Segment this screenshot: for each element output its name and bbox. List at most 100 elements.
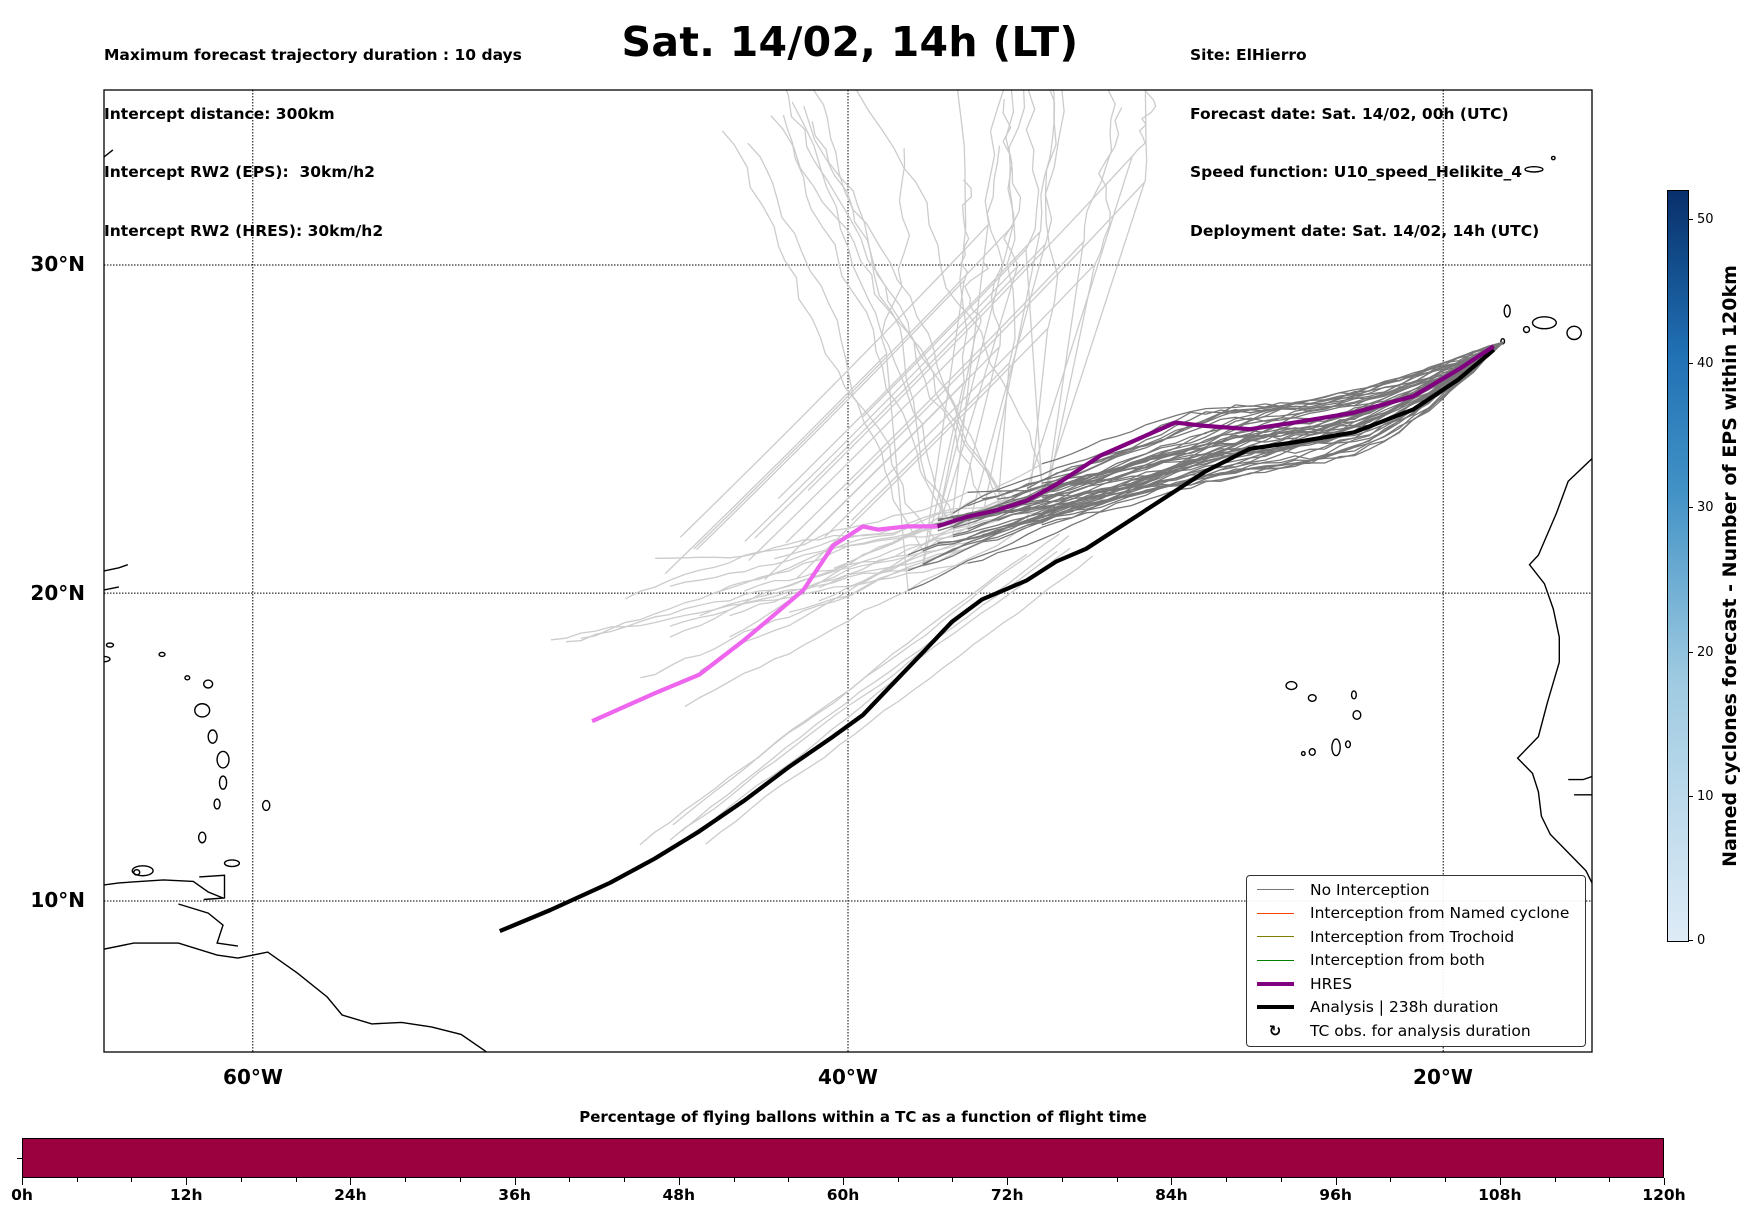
timeline-minor-tick bbox=[295, 1178, 297, 1182]
timeline-tick-label: 108h bbox=[1478, 1186, 1522, 1204]
eps-trajectory-far bbox=[824, 107, 1123, 538]
island-outline bbox=[207, 729, 218, 744]
island-outline bbox=[223, 859, 241, 868]
eps-trajectory-far bbox=[625, 491, 968, 600]
timeline-minor-tick bbox=[624, 1178, 626, 1182]
eps-trajectory-far bbox=[640, 534, 983, 679]
timeline-tick-label: 72h bbox=[990, 1186, 1024, 1204]
timeline-major-tick bbox=[1664, 1178, 1665, 1185]
eps-trajectory-far bbox=[550, 569, 909, 641]
deployment-date-text: Deployment date: Sat. 14/02, 14h (UTC) bbox=[1190, 221, 1540, 240]
hres-early-track bbox=[591, 524, 938, 724]
timeline-minor-tick bbox=[76, 1178, 78, 1182]
timeline-major-tick bbox=[186, 1178, 188, 1185]
timeline-tick-label: 36h bbox=[498, 1186, 531, 1204]
eps-trajectory-far bbox=[580, 505, 968, 640]
timeline-tick-label: 0h bbox=[11, 1186, 33, 1204]
colorbar-tick bbox=[1688, 218, 1693, 220]
coastlines bbox=[104, 149, 1631, 1052]
timeline-major-tick bbox=[1171, 1178, 1173, 1185]
timeline-major-tick bbox=[514, 1178, 516, 1185]
eps-trajectory-far bbox=[807, 90, 1157, 491]
eps-trajectories-far bbox=[550, 90, 1157, 846]
eps-trajectory-near bbox=[937, 341, 1504, 520]
max-duration-text: Maximum forecast trajectory duration : 1… bbox=[104, 46, 522, 64]
eps-trajectory-near bbox=[967, 341, 1504, 522]
legend-item-tc-obs: ↻ TC obs. for analysis duration bbox=[1268, 1021, 1531, 1040]
timeline-major-tick bbox=[678, 1178, 680, 1185]
eps-trajectory-far bbox=[812, 90, 998, 500]
eps-trajectory-far bbox=[851, 90, 1016, 521]
eps-trajectory-far bbox=[811, 121, 954, 528]
eps-trajectory-far bbox=[682, 547, 1071, 841]
timeline-bar-fill bbox=[23, 1139, 1663, 1177]
timeline-minor-tick bbox=[1445, 1178, 1447, 1182]
main-title: Sat. 14/02, 14h (LT) bbox=[621, 18, 1079, 66]
island-outline bbox=[1500, 337, 1506, 345]
timeline-minor-tick bbox=[131, 1178, 133, 1182]
timeline-major-tick bbox=[22, 1178, 23, 1185]
timeline-minor-tick bbox=[240, 1178, 242, 1182]
header-right-info: Site: ElHierro Forecast date: Sat. 14/02… bbox=[1190, 7, 1539, 261]
island-outline bbox=[261, 799, 271, 812]
island-outline bbox=[213, 798, 221, 810]
colorbar-tick-label: 10 bbox=[1697, 788, 1714, 804]
island-outline bbox=[131, 865, 154, 877]
island-outline bbox=[1524, 166, 1544, 173]
header-left-info: Maximum forecast trajectory duration : 1… bbox=[104, 7, 522, 261]
forecast-date-text: Forecast date: Sat. 14/02, 00h (UTC) bbox=[1190, 104, 1509, 123]
eps-trajectory-far bbox=[785, 90, 1116, 544]
eps-trajectory-far bbox=[565, 536, 953, 643]
timeline-tick-label: 120h bbox=[1642, 1186, 1686, 1204]
hurricane-symbol-icon: ↻ bbox=[1268, 1021, 1282, 1040]
eps-trajectory-far bbox=[785, 90, 984, 500]
lon-label-40w: 40°W bbox=[818, 1065, 878, 1089]
coastline bbox=[199, 874, 226, 901]
timeline-minor-tick bbox=[405, 1178, 407, 1182]
timeline-tick-label: 96h bbox=[1319, 1186, 1352, 1204]
site-text: Site: ElHierro bbox=[1190, 46, 1307, 64]
eps-trajectory-far bbox=[748, 262, 990, 561]
island-outline bbox=[1613, 308, 1631, 325]
island-outline bbox=[1503, 304, 1511, 318]
eps-trajectory-far bbox=[782, 114, 954, 529]
legend-item-no-interception: No Interception bbox=[1247, 878, 1430, 901]
eps-trajectory-far bbox=[744, 554, 909, 592]
island-outline bbox=[1531, 316, 1557, 330]
eps-trajectory-far bbox=[862, 90, 1043, 488]
lon-label-60w: 60°W bbox=[223, 1065, 283, 1089]
coastline bbox=[178, 903, 238, 947]
timeline-minor-tick bbox=[569, 1178, 571, 1182]
legend-item-hres: HRES bbox=[1247, 972, 1352, 995]
eps-trajectory-far bbox=[721, 130, 924, 552]
timeline-tick-label: 24h bbox=[334, 1186, 367, 1204]
timeline-tick-label: 12h bbox=[169, 1186, 203, 1204]
eps-trajectory-near bbox=[1041, 341, 1504, 514]
timeline-tick-label: 84h bbox=[1155, 1186, 1188, 1204]
eps-trajectory-far bbox=[669, 512, 1043, 587]
colorbar-title: Named cyclones forecast - Number of EPS … bbox=[1719, 265, 1741, 867]
timeline-minor-tick bbox=[1390, 1178, 1392, 1182]
timeline-minor-tick bbox=[1280, 1178, 1282, 1182]
legend-item-named-cyclone: Interception from Named cyclone bbox=[1247, 902, 1569, 925]
lat-label-20n: 20°N bbox=[30, 581, 85, 605]
island-outline bbox=[218, 775, 228, 790]
timeline-major-tick bbox=[1499, 1178, 1501, 1185]
eps-trajectory-far bbox=[639, 553, 1028, 846]
lat-label-10n: 10°N bbox=[30, 888, 85, 912]
eps-trajectory-far bbox=[843, 90, 1148, 498]
colorbar-tick bbox=[1688, 651, 1693, 653]
eps-trajectory-far bbox=[681, 535, 1070, 832]
island-outline bbox=[1307, 693, 1317, 702]
eps-trajectory-far bbox=[855, 90, 1043, 484]
colorbar bbox=[1667, 190, 1689, 942]
legend-item-analysis: Analysis | 238h duration bbox=[1247, 996, 1499, 1019]
eps-trajectory-far bbox=[791, 101, 954, 519]
colorbar-tick-label: 40 bbox=[1697, 356, 1714, 372]
timeline-title: Percentage of flying ballons within a TC… bbox=[579, 1108, 1147, 1126]
coastline bbox=[1568, 775, 1592, 781]
eps-trajectory-far bbox=[747, 142, 939, 543]
island-outline bbox=[184, 675, 191, 681]
eps-trajectory-far bbox=[684, 524, 1028, 708]
timeline-y-tick bbox=[17, 1158, 22, 1159]
